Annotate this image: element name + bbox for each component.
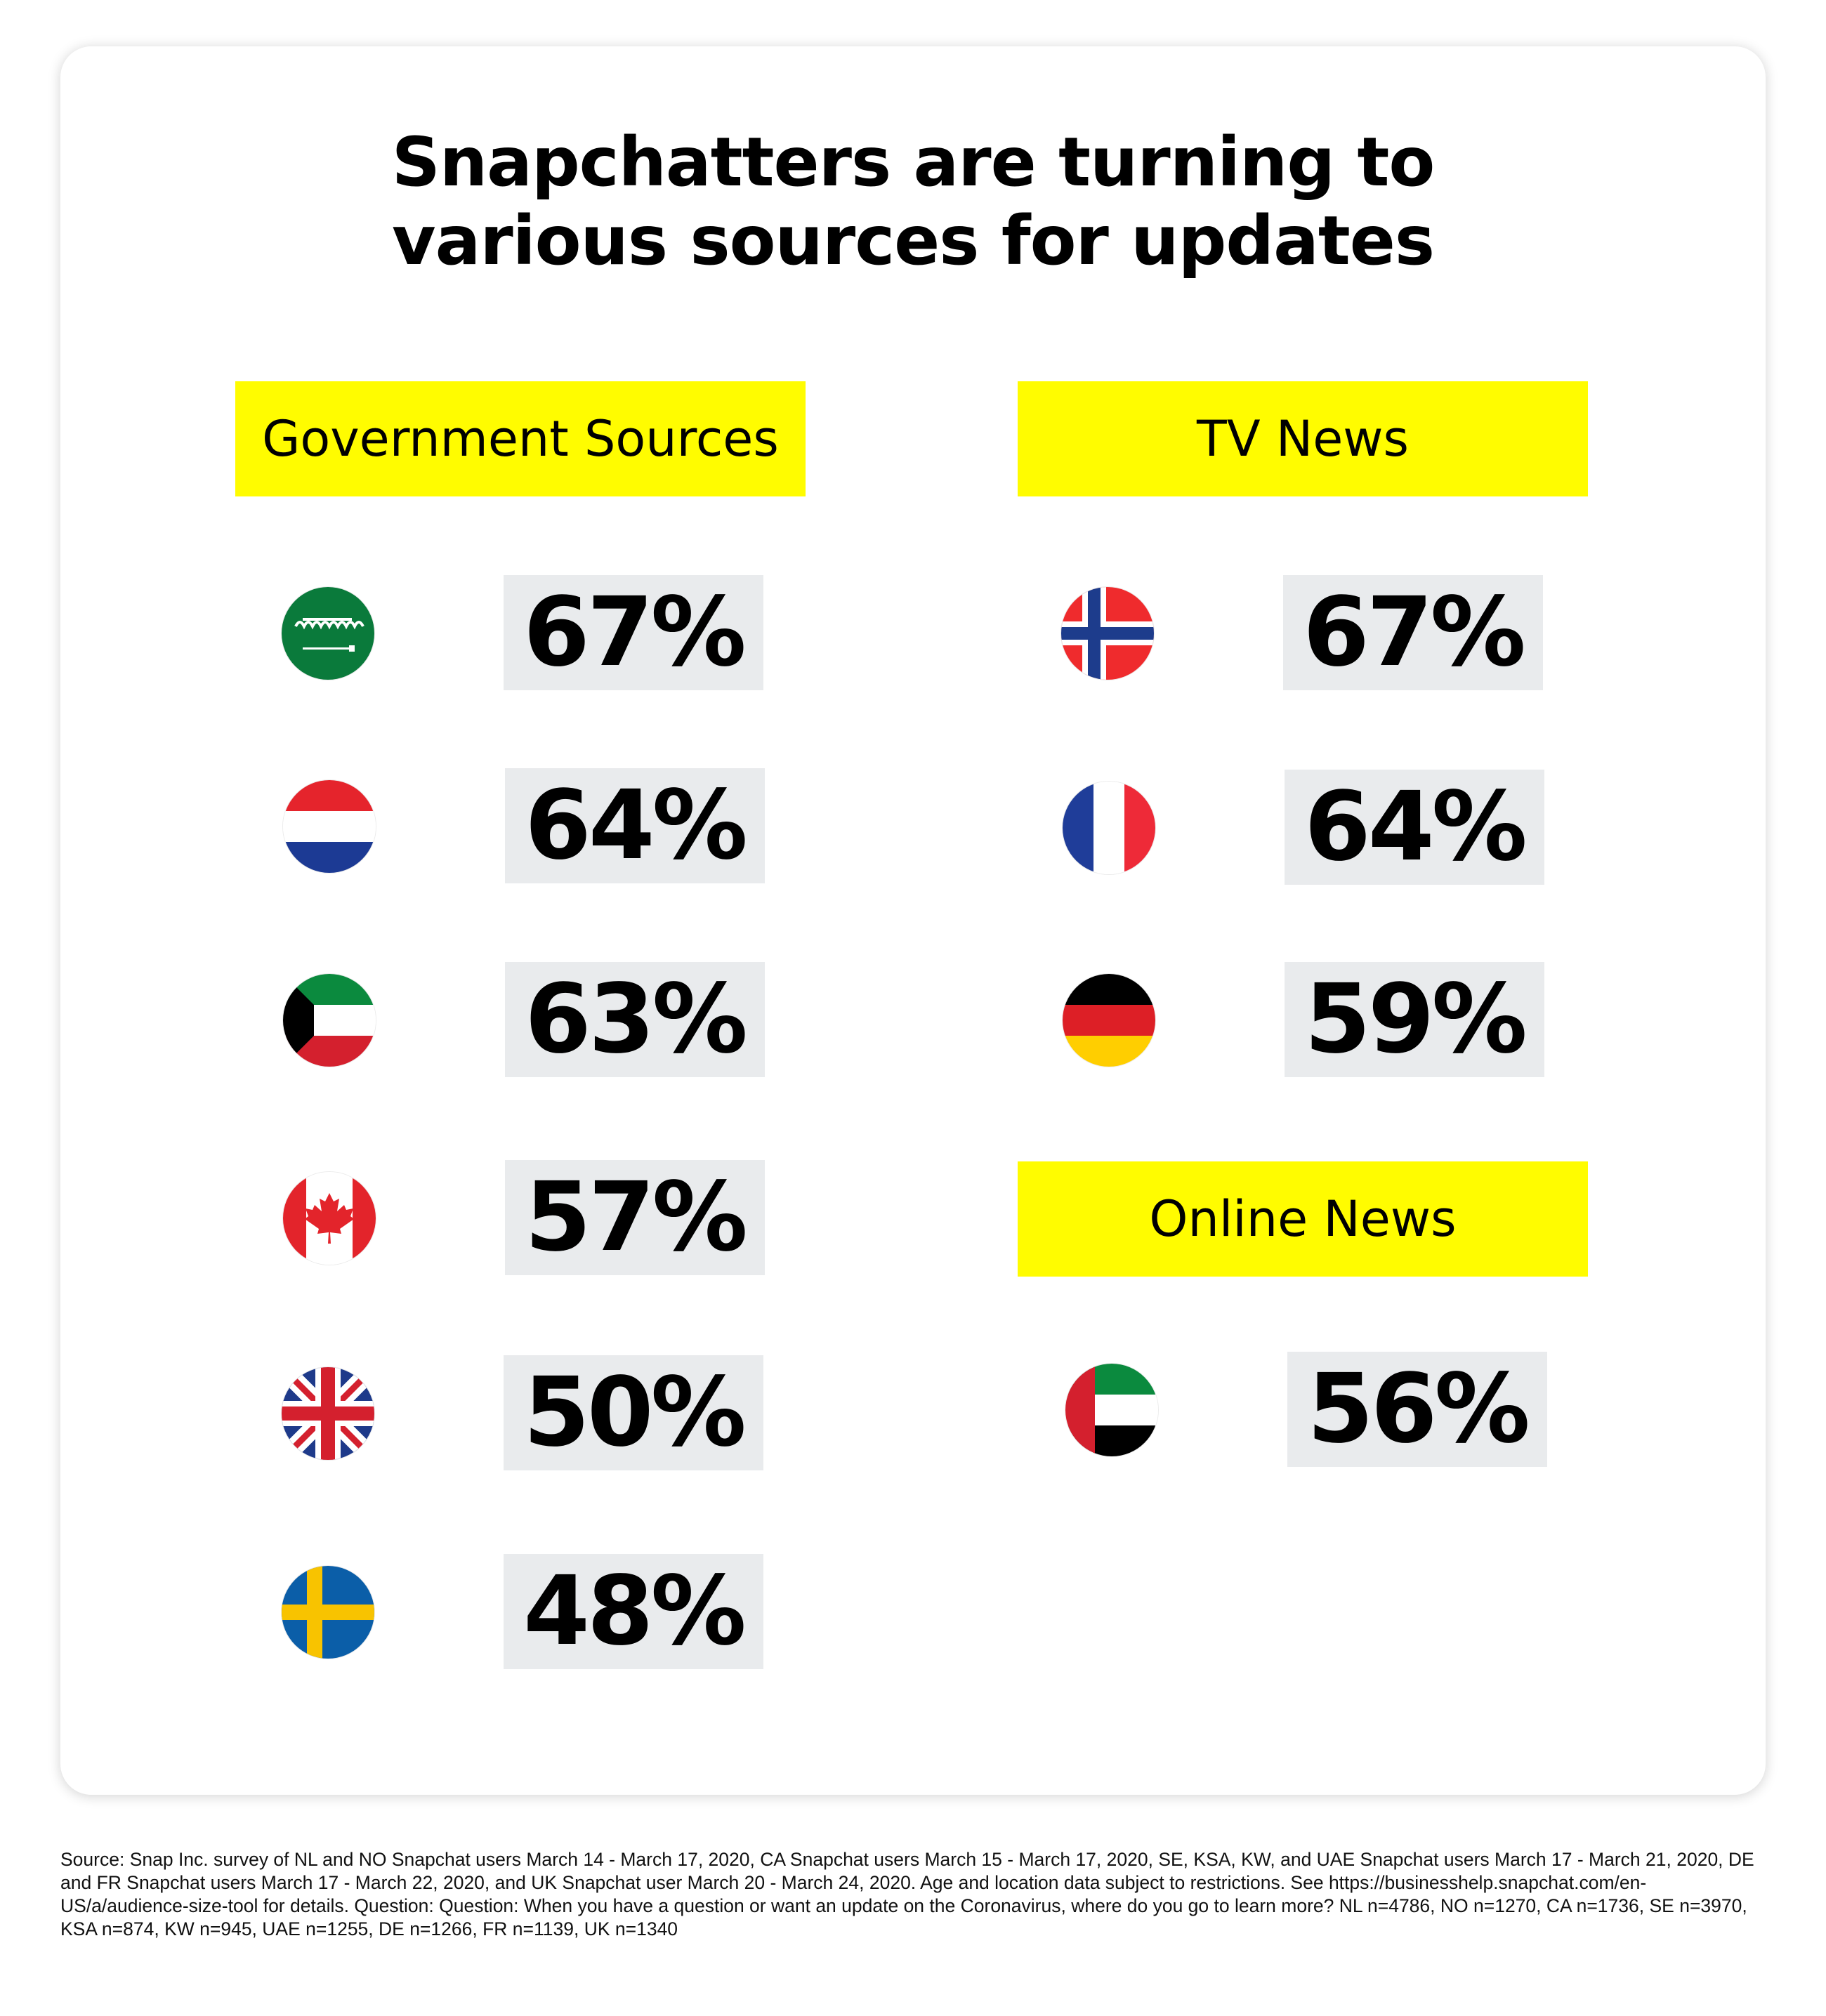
- tv-news-row-france: 64%: [1063, 770, 1554, 886]
- canada-flag-icon: [283, 1172, 376, 1265]
- percentage-value: 50%: [504, 1355, 763, 1470]
- online-news-header: Online News: [1018, 1161, 1588, 1277]
- infographic-card: [60, 46, 1766, 1795]
- title-line-1: Snapchatters are turning to: [391, 123, 1436, 202]
- tv-news-row-germany: 59%: [1063, 962, 1554, 1079]
- uae-flag-icon: [1065, 1364, 1158, 1456]
- page-title: Snapchatters are turning to various sour…: [0, 123, 1826, 280]
- percentage-value: 59%: [1285, 962, 1544, 1077]
- percentage-value: 67%: [504, 575, 763, 690]
- percentage-value: 57%: [505, 1160, 765, 1275]
- government-row-netherlands: 64%: [283, 768, 775, 885]
- france-flag-icon: [1063, 782, 1155, 874]
- government-row-saudi-arabia: 67%: [282, 575, 773, 692]
- tv-news-row-norway: 67%: [1061, 575, 1553, 692]
- source-footnote: Source: Snap Inc. survey of NL and NO Sn…: [60, 1849, 1754, 1939]
- percentage-value: 48%: [504, 1554, 763, 1669]
- government-row-uk: 50%: [282, 1355, 773, 1472]
- percentage-value: 64%: [1285, 770, 1544, 885]
- sweden-flag-icon: [282, 1566, 374, 1659]
- title-line-2: various sources for updates: [391, 202, 1435, 280]
- percentage-value: 64%: [505, 768, 765, 883]
- government-row-kuwait: 63%: [283, 962, 775, 1079]
- norway-flag-icon: [1061, 587, 1154, 680]
- government-row-canada: 57%: [283, 1160, 775, 1277]
- germany-flag-icon: [1063, 974, 1155, 1067]
- saudi-arabia-flag-icon: [282, 587, 374, 680]
- percentage-value: 63%: [505, 962, 765, 1077]
- tv-news-header: TV News: [1018, 381, 1588, 496]
- netherlands-flag-icon: [283, 780, 376, 873]
- kuwait-flag-icon: [283, 974, 376, 1067]
- percentage-value: 56%: [1287, 1352, 1547, 1467]
- online-news-row-uae: 56%: [1065, 1352, 1557, 1468]
- government-row-sweden: 48%: [282, 1554, 773, 1671]
- percentage-value: 67%: [1283, 575, 1543, 690]
- uk-flag-icon: [282, 1367, 374, 1460]
- government-sources-header: Government Sources: [235, 381, 806, 496]
